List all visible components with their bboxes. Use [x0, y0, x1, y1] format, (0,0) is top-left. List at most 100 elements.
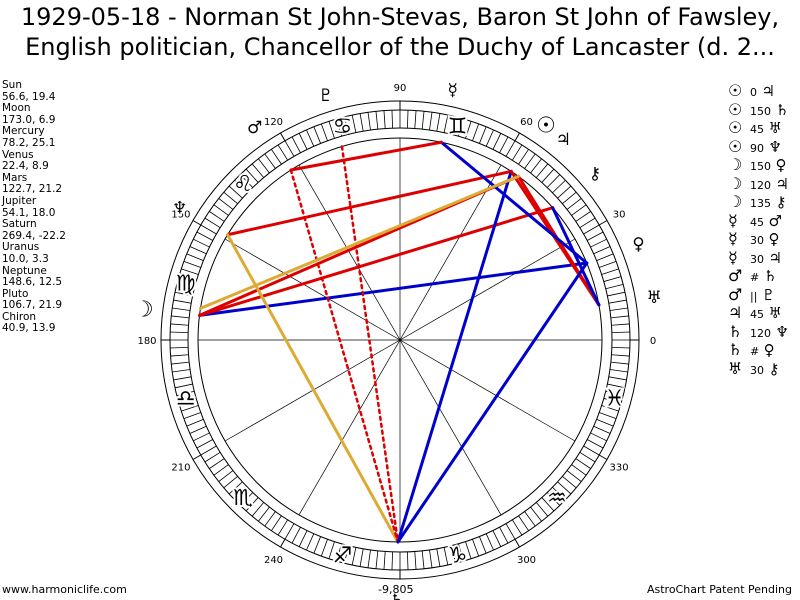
degree-tick	[271, 149, 282, 165]
degree-tick	[204, 217, 221, 228]
degree-tick	[566, 198, 582, 210]
degree-tick	[174, 383, 193, 389]
aspect-line	[396, 261, 589, 544]
aspect-angle: 150	[750, 104, 771, 118]
degree-tick	[610, 315, 629, 319]
scorpio-sign-icon: ♏	[233, 486, 253, 511]
degree-tick	[228, 481, 243, 495]
sign-boundary-tick	[514, 132, 520, 142]
degree-tick	[458, 543, 464, 562]
degree-tick	[421, 111, 425, 130]
aspect-row: ♄ 120 ♆	[728, 321, 800, 342]
pisces-sign-icon: ♓	[605, 386, 625, 411]
degree-tick	[593, 246, 611, 255]
degree-tick	[485, 533, 494, 551]
aspect-angle: 45	[750, 308, 764, 321]
neptune-icon: ♆	[768, 137, 782, 156]
planet-values-uranus: 10.0, 3.3	[2, 252, 49, 265]
aspect-row: ☉ 90 ♆	[728, 137, 800, 157]
degree-tick	[170, 331, 189, 334]
degree-tick	[306, 129, 315, 147]
degree-tick	[375, 550, 379, 569]
planet-name-uranus: Uranus	[2, 241, 40, 254]
degree-tick	[245, 497, 259, 512]
degree-tick	[189, 425, 207, 434]
degree-tick	[414, 110, 417, 129]
degree-tick	[557, 481, 572, 495]
saturn-icon: ♄	[728, 321, 743, 341]
degree-tick	[176, 390, 195, 397]
degree-tick	[320, 539, 328, 557]
planet-name-venus: Venus	[2, 148, 34, 161]
degree-tick	[328, 121, 335, 139]
degree-tick	[367, 549, 371, 568]
degree-tick	[450, 545, 457, 564]
degree-tick	[351, 547, 357, 566]
virgo-sign-icon: ♍	[176, 272, 196, 297]
aspect-line	[551, 206, 601, 307]
degree-tick	[171, 315, 190, 319]
degree-tick	[209, 211, 225, 222]
aspect-angle: 30	[750, 234, 764, 247]
jupiter-icon: ♃	[768, 248, 782, 267]
sagittarius-sign-icon: ♐	[333, 543, 353, 568]
aspect-row: ☽ 120 ♃	[728, 174, 800, 194]
chart-title-line-2: English politician, Chancellor of the Du…	[25, 33, 775, 61]
degree-tick	[609, 307, 628, 311]
degree-tick	[596, 419, 614, 427]
degree-tick	[436, 113, 441, 132]
degree-tick	[258, 506, 270, 522]
planet-values-chiron: 40.9, 13.9	[2, 322, 56, 335]
degree-tick	[571, 464, 587, 476]
degree-tick	[485, 129, 494, 147]
neptune-icon: ♆	[775, 322, 789, 341]
aspect-angle: #	[750, 345, 760, 358]
degree-label: 300	[517, 555, 536, 566]
aspect-row: ☿ 45 ♂	[728, 211, 800, 231]
degree-label: 30	[613, 210, 626, 221]
planet-values-mercury: 78.2, 25.1	[2, 136, 56, 149]
footer-patent-note: AstroChart Patent Pending	[646, 583, 792, 596]
sun-icon: ☉	[728, 118, 743, 137]
degree-tick	[170, 323, 189, 326]
planet-values-jupiter: 54.1, 18.0	[2, 206, 56, 219]
degree-tick	[271, 515, 282, 531]
degree-tick	[291, 136, 301, 154]
degree-tick	[251, 502, 265, 517]
footer-website-link[interactable]: www.harmoniclife.com	[2, 583, 127, 596]
degree-tick	[306, 533, 315, 551]
degree-tick	[429, 112, 433, 131]
degree-tick	[171, 361, 190, 365]
degree-tick	[172, 369, 191, 373]
degree-tick	[512, 144, 523, 161]
planet-values-neptune: 148.6, 12.5	[2, 276, 63, 289]
moon-icon: ☽	[728, 192, 743, 211]
degree-tick	[586, 439, 604, 449]
gemini-sign-icon: ♊	[448, 115, 468, 140]
degree-tick	[391, 110, 394, 129]
degree-tick	[183, 260, 201, 268]
degree-tick	[264, 511, 276, 527]
degree-label: 180	[137, 336, 156, 347]
aspect-row: ☽ 135 ⚷	[728, 192, 800, 212]
aspect-row: ☉ 45 ♅	[728, 118, 800, 138]
degree-tick	[234, 179, 248, 194]
degree-tick	[492, 133, 502, 150]
aspect-angle: 90	[750, 141, 764, 155]
aspect-line	[198, 174, 520, 310]
uranus-icon: ♅	[646, 288, 661, 308]
sign-boundary-tick	[280, 538, 286, 548]
degree-tick	[605, 283, 624, 290]
degree-tick	[414, 551, 417, 570]
planet-name-sun: Sun	[2, 79, 22, 91]
degree-tick	[186, 419, 204, 427]
degree-tick	[209, 458, 225, 469]
planet-values-venus: 22.4, 8.9	[2, 160, 49, 173]
degree-tick	[583, 224, 600, 235]
planet-name-moon: Moon	[2, 102, 31, 115]
venus-icon: ♀	[632, 235, 644, 255]
degree-tick	[375, 111, 379, 130]
degree-label: 210	[171, 463, 190, 474]
aspect-angle: 0	[750, 86, 757, 99]
aspect-row: ♃ 45 ♅	[728, 303, 800, 323]
